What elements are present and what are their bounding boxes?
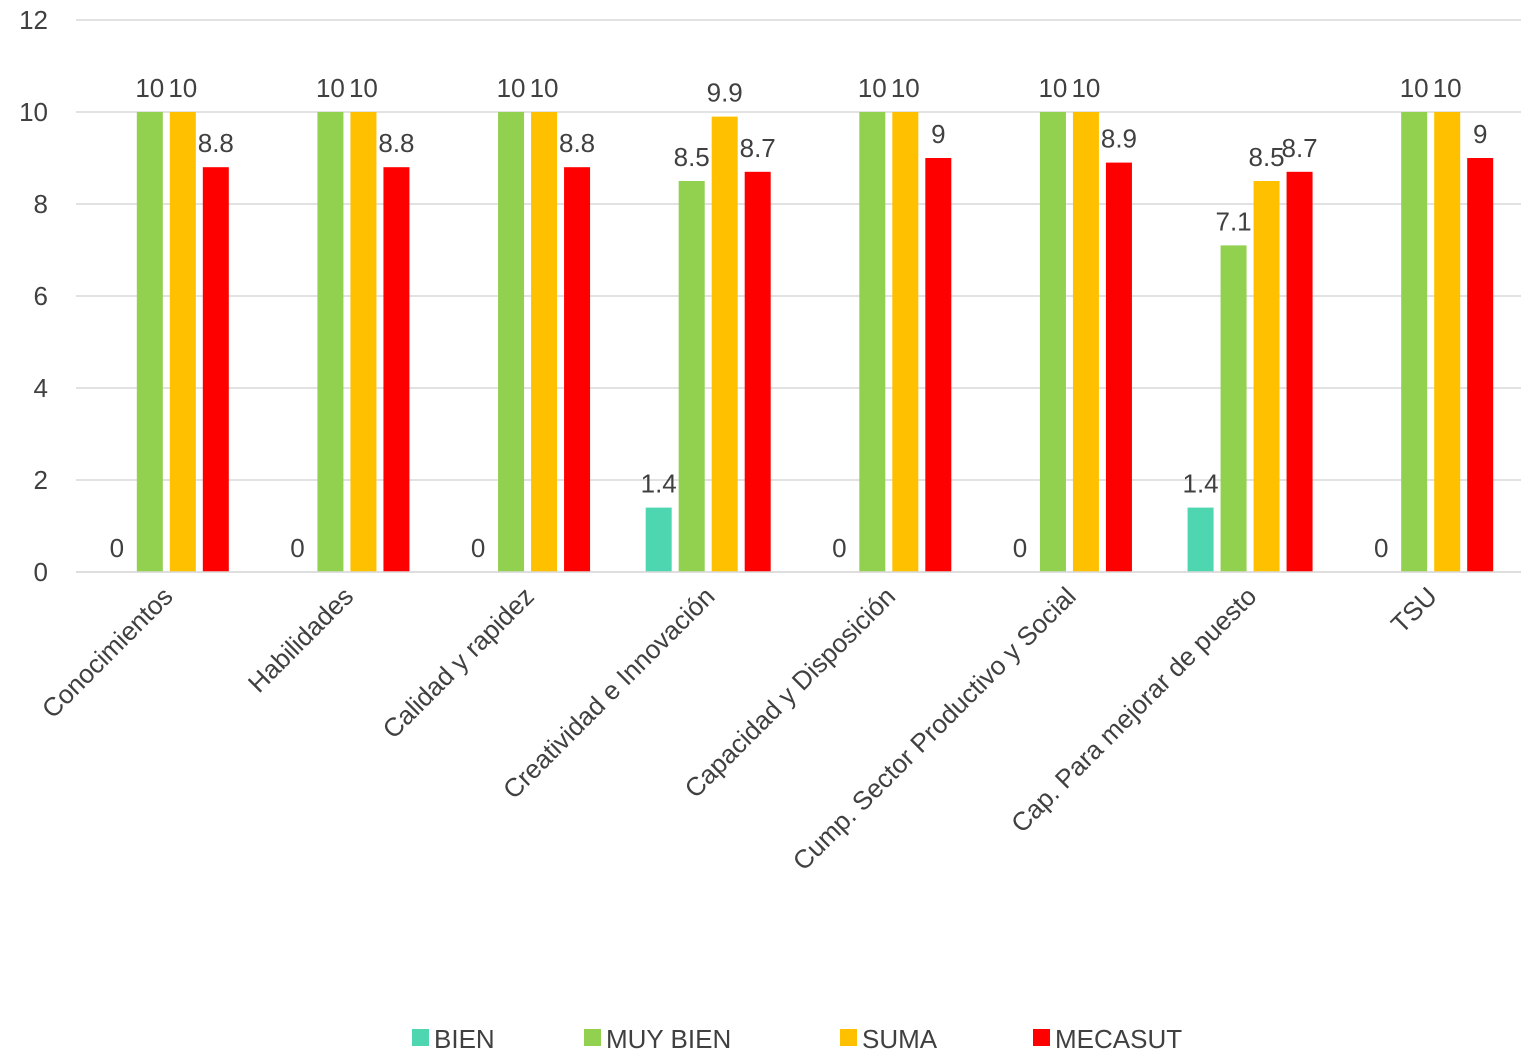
bar [169,112,196,572]
data-label: 9 [931,119,945,149]
y-tick-label: 4 [34,373,48,403]
data-label: 9 [1473,119,1487,149]
data-label: 10 [1433,73,1462,103]
y-tick-label: 12 [19,5,48,35]
data-label: 10 [349,73,378,103]
bar [1286,171,1313,573]
data-label: 7.1 [1215,206,1251,236]
bar [136,112,163,572]
data-label: 10 [858,73,887,103]
data-label: 1.4 [1182,469,1218,499]
bar [744,171,771,573]
data-label: 10 [168,73,197,103]
bar [1187,507,1214,572]
x-axis: Conocimientos Habilidades Calidad y rapide… [36,571,1521,876]
data-label: 8.7 [740,133,776,163]
data-label: 10 [1038,73,1067,103]
data-label: 8.5 [674,142,710,172]
x-tick-label: Conocimientos [36,581,179,724]
legend-swatch [840,1029,857,1046]
data-label: 0 [110,533,124,563]
data-label: 10 [1400,73,1429,103]
data-label: 10 [316,73,345,103]
legend-swatch [412,1029,429,1046]
y-tick-label: 6 [34,281,48,311]
x-tick-label: Calidad y rapidez [377,581,540,744]
data-label: 0 [471,533,485,563]
bar [859,112,886,572]
x-tick-label: Capacidad y Disposición [679,581,902,804]
bar [1401,112,1428,572]
bar [711,116,738,572]
y-tick-label: 0 [34,557,48,587]
bar [1072,112,1099,572]
bar [564,167,591,572]
legend: BIEN MUY BIEN SUMA MECASUT [412,1024,1182,1054]
bar [1220,245,1247,572]
data-label: 0 [290,533,304,563]
data-label: 0 [1374,533,1388,563]
bar [1253,181,1280,572]
legend-swatch [1033,1029,1050,1046]
data-label: 10 [530,73,559,103]
bar [1039,112,1066,572]
legend-label: SUMA [862,1024,938,1054]
gridlines [76,19,1521,573]
bar [317,112,344,572]
data-label: 9.9 [707,78,743,108]
bar [678,181,705,572]
data-label: 8.7 [1281,133,1317,163]
y-tick-label: 2 [34,465,48,495]
x-tick-label: Habilidades [242,581,359,698]
bar [350,112,377,572]
x-tick-label: TSU [1385,581,1443,639]
data-label: 0 [1013,533,1027,563]
data-label: 8.5 [1248,142,1284,172]
bar [1467,158,1494,572]
x-tick-label: Cump. Sector Productivo y Social [787,581,1082,876]
legend-label: BIEN [434,1024,495,1054]
bar [202,167,229,572]
data-label: 8.8 [198,128,234,158]
bar [498,112,525,572]
data-label: 10 [1071,73,1100,103]
data-label: 1.4 [641,469,677,499]
legend-label: MECASUT [1055,1024,1182,1054]
bars [136,112,1494,573]
bar [925,158,952,572]
bar [892,112,919,572]
legend-swatch [584,1029,601,1046]
bar [531,112,558,572]
data-label: 10 [891,73,920,103]
data-label: 10 [497,73,526,103]
bar [1105,162,1132,572]
data-label: 10 [135,73,164,103]
bar [645,507,672,572]
legend-label: MUY BIEN [606,1024,731,1054]
bar [383,167,410,572]
bar [1434,112,1461,572]
y-tick-label: 8 [34,189,48,219]
data-label: 8.8 [378,128,414,158]
x-tick-label: Creatividad e Innovación [497,581,721,805]
data-label: 0 [832,533,846,563]
y-tick-label: 10 [19,97,48,127]
data-label: 8.8 [559,128,595,158]
y-axis: 0 2 4 6 8 10 12 [19,5,48,587]
data-label: 8.9 [1101,124,1137,154]
